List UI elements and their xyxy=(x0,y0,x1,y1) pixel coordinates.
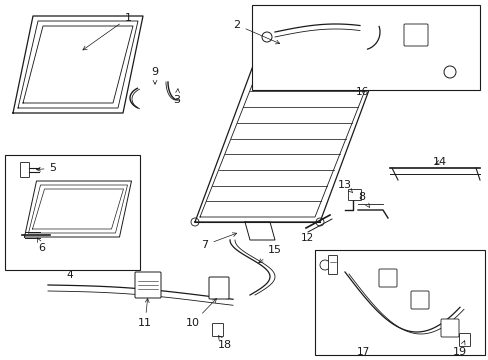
Text: 2: 2 xyxy=(233,20,279,44)
Text: 3: 3 xyxy=(173,89,180,105)
Text: 7: 7 xyxy=(201,233,236,250)
Text: 14: 14 xyxy=(432,157,446,167)
Text: 10: 10 xyxy=(185,298,216,328)
Text: 8: 8 xyxy=(358,192,369,207)
Text: 15: 15 xyxy=(258,245,282,263)
FancyBboxPatch shape xyxy=(403,24,427,46)
Text: 17: 17 xyxy=(356,347,369,357)
Text: 1: 1 xyxy=(83,13,131,50)
FancyBboxPatch shape xyxy=(208,277,228,299)
FancyBboxPatch shape xyxy=(378,269,396,287)
FancyBboxPatch shape xyxy=(328,256,337,274)
Bar xyxy=(251,5,479,90)
Text: 11: 11 xyxy=(138,298,152,328)
Text: 4: 4 xyxy=(66,270,73,280)
Text: 12: 12 xyxy=(300,233,313,243)
FancyBboxPatch shape xyxy=(348,189,361,201)
Text: 9: 9 xyxy=(151,67,158,84)
Bar xyxy=(5,155,140,270)
Text: 13: 13 xyxy=(337,180,352,193)
FancyBboxPatch shape xyxy=(410,291,428,309)
Text: 16: 16 xyxy=(355,87,368,97)
FancyBboxPatch shape xyxy=(135,272,161,298)
Text: 5: 5 xyxy=(37,163,57,173)
FancyBboxPatch shape xyxy=(212,324,223,337)
FancyBboxPatch shape xyxy=(20,162,29,177)
Text: 18: 18 xyxy=(218,336,232,350)
Text: 19: 19 xyxy=(452,341,466,357)
FancyBboxPatch shape xyxy=(459,333,469,346)
FancyBboxPatch shape xyxy=(440,319,458,337)
Bar xyxy=(314,250,484,355)
Text: 6: 6 xyxy=(37,238,45,253)
